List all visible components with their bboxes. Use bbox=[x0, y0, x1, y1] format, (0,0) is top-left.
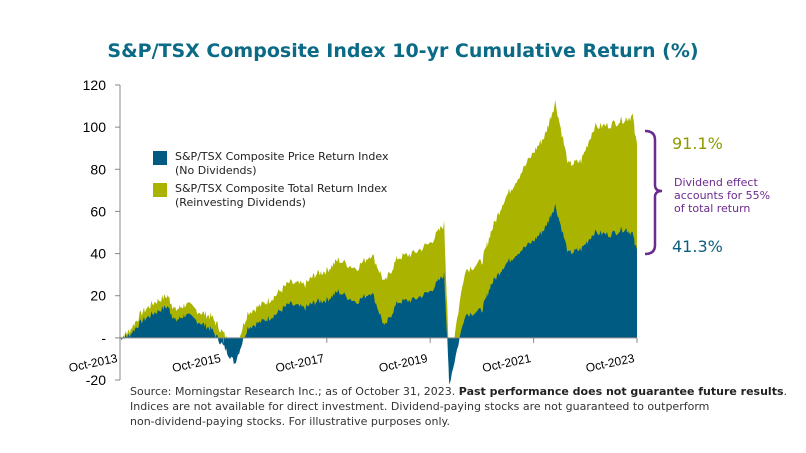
total-end-label: 91.1% bbox=[672, 134, 723, 153]
y-tick-label: -20 bbox=[86, 372, 106, 388]
y-tick-label: 120 bbox=[83, 77, 107, 93]
legend-item-total: S&P/TSX Composite Total Return Index (Re… bbox=[153, 182, 387, 210]
footnote: Source: Morningstar Research Inc.; as of… bbox=[130, 384, 790, 429]
legend-label-price-1: S&P/TSX Composite Price Return Index bbox=[175, 150, 389, 163]
dividend-bracket bbox=[644, 129, 663, 256]
legend-swatch-total bbox=[153, 183, 167, 197]
series-area-price bbox=[120, 203, 637, 385]
legend-label-total-2: (Reinvesting Dividends) bbox=[175, 196, 306, 209]
source-text: Source: Morningstar Research Inc.; as of… bbox=[130, 385, 459, 398]
y-tick-label: 20 bbox=[90, 288, 106, 304]
dividend-effect-note: Dividend effect accounts for 55% of tota… bbox=[674, 176, 771, 215]
price-end-label: 41.3% bbox=[672, 237, 723, 256]
legend-label-total-1: S&P/TSX Composite Total Return Index bbox=[175, 182, 388, 195]
disclaimer-text: Past performance does not guarantee futu… bbox=[458, 385, 784, 398]
footnote-line-3: non-dividend-paying stocks. For illustra… bbox=[130, 415, 450, 428]
chart-title: S&P/TSX Composite Index 10-yr Cumulative… bbox=[107, 40, 699, 62]
x-tick-label: Oct-2021 bbox=[481, 351, 533, 375]
x-tick-label: Oct-2017 bbox=[274, 351, 326, 375]
x-tick-label: Oct-2019 bbox=[378, 351, 430, 375]
y-tick-label: - bbox=[101, 330, 106, 346]
legend-item-price: S&P/TSX Composite Price Return Index (No… bbox=[153, 150, 388, 178]
y-tick-label: 100 bbox=[83, 119, 107, 135]
y-tick-label: 60 bbox=[90, 203, 106, 219]
y-tick-label: 40 bbox=[90, 246, 106, 262]
footnote-line-2: Indices are not available for direct inv… bbox=[130, 400, 710, 413]
legend-label-price-2: (No Dividends) bbox=[175, 164, 257, 177]
x-tick-label: Oct-2015 bbox=[171, 351, 223, 375]
legend-swatch-price bbox=[153, 151, 167, 165]
y-tick-label: 80 bbox=[90, 161, 106, 177]
period: . bbox=[783, 385, 788, 398]
x-tick-label: Oct-2023 bbox=[584, 351, 636, 375]
